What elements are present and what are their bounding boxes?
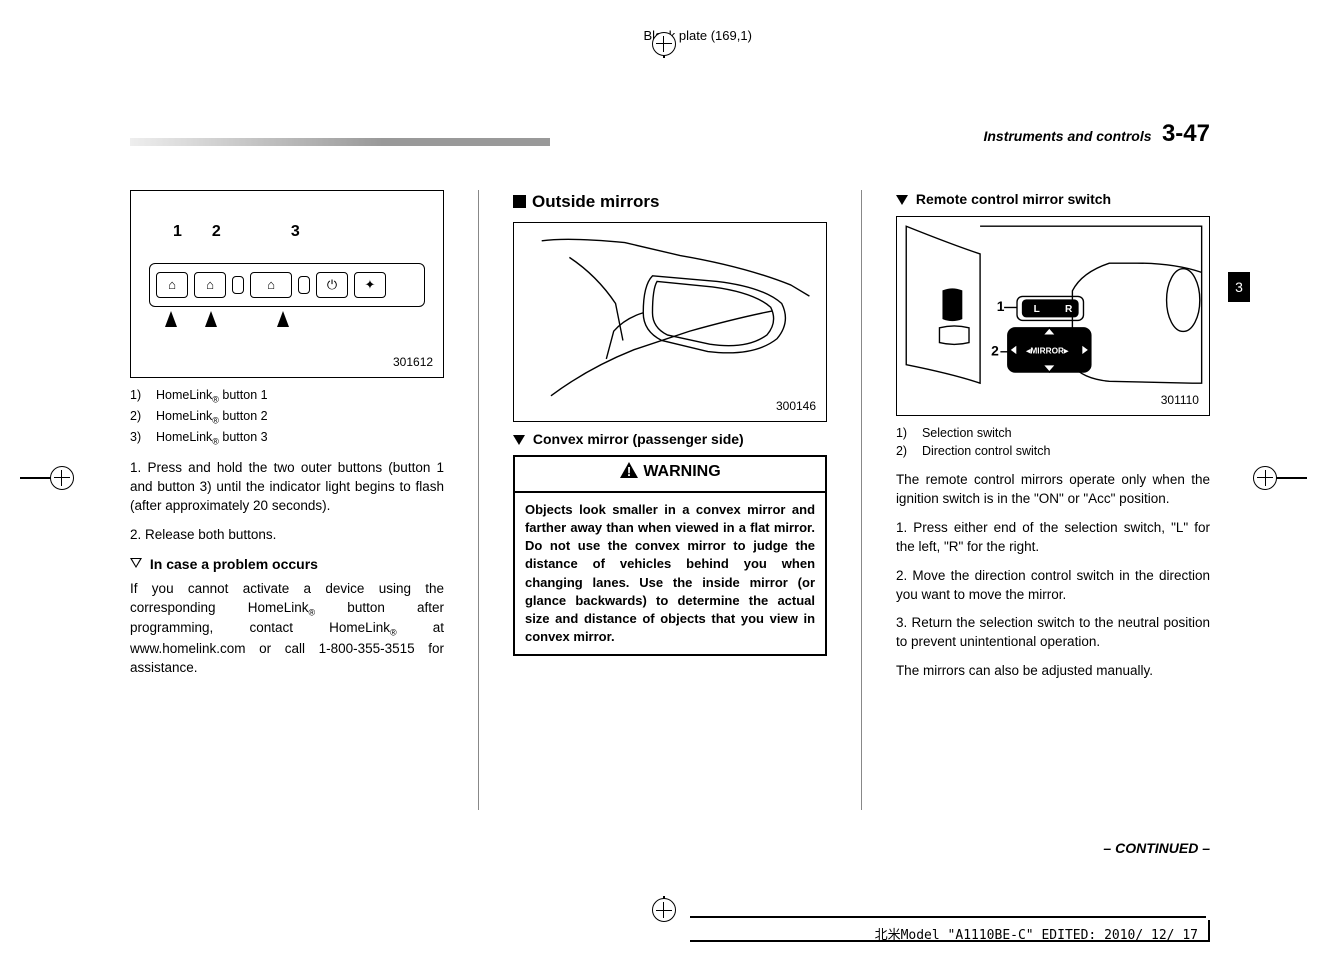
column-3: Remote control mirror switch [896,190,1210,810]
body-text: 1. Press either end of the selection swi… [896,519,1210,557]
arrow-icon [277,311,289,327]
legend-text: Selection switch [922,424,1012,443]
arrow-icon [165,311,177,327]
fig1-label-2: 2 [212,221,221,243]
figure-ref: 301110 [1161,392,1199,409]
subheading: In case a problem occurs [130,555,444,575]
warning-heading: ! WARNING [515,457,825,492]
subheading: Remote control mirror switch [896,190,1210,210]
subheading-text: In case a problem occurs [150,556,318,572]
figure-legend: 1)HomeLink® button 1 2)HomeLink® button … [130,386,444,449]
page-header: Instruments and controls 3-47 [983,120,1210,148]
svg-text:1: 1 [997,298,1005,314]
power-icon: ⏻ [316,272,348,298]
triangle-solid-icon [896,195,908,205]
led-icon [232,276,244,294]
switch-L-label: L [1034,304,1040,315]
switch-mirror-label: ◂MIRROR▸ [1025,345,1069,355]
column-divider [861,190,862,810]
homelink-btn1-icon: ⌂ [156,272,188,298]
header-gray-bar [130,138,550,146]
figure-homelink-buttons: 1 2 3 ⌂ ⌂ ⌂ ⏻ ✦ 301612 [130,190,444,378]
legend-text: HomeLink® button 2 [156,407,268,428]
legend-text: Direction control switch [922,442,1051,461]
chapter-tab: 3 [1228,272,1250,302]
warning-box: ! WARNING Objects look smaller in a conv… [513,455,827,656]
registration-mark-left [20,458,80,498]
body-text: 1. Press and hold the two outer buttons … [130,459,444,516]
registration-mark-top [644,0,684,60]
column-divider [478,190,479,810]
triangle-solid-icon [513,435,525,445]
legend-num: 2) [896,442,922,461]
continued-label: – CONTINUED – [1103,840,1210,856]
body-text: 3. Return the selection switch to the ne… [896,614,1210,652]
column-1: 1 2 3 ⌂ ⌂ ⌂ ⏻ ✦ 301612 [130,190,444,810]
fig1-label-1: 1 [173,221,182,243]
homelink-btn3-icon: ⌂ [250,272,292,298]
body-text: 2. Release both buttons. [130,526,444,545]
heading: Outside mirrors [513,190,827,214]
subheading-text: Remote control mirror switch [916,191,1111,207]
legend-num: 1) [130,386,156,407]
legend-text: HomeLink® button 3 [156,428,268,449]
warning-body: Objects look smaller in a convex mirror … [515,493,825,655]
map-light-icon: ✦ [354,272,386,298]
figure-legend: 1)Selection switch 2)Direction control s… [896,424,1210,462]
figure-ref: 301612 [393,354,433,371]
footer-rule [690,916,1206,918]
page-number: 3-47 [1162,120,1210,147]
legend-num: 2) [130,407,156,428]
figure-ref: 300146 [776,398,816,415]
registration-mark-bottom [644,894,684,954]
column-2: Outside mirrors 300146 Convex mirror (pa… [513,190,827,810]
legend-num: 1) [896,424,922,443]
svg-text:!: ! [627,464,631,479]
switch-R-label: R [1065,304,1073,315]
subheading: Convex mirror (passenger side) [513,430,827,450]
led-icon-2 [298,276,310,294]
body-text: If you cannot activate a device using th… [130,580,444,677]
fig1-label-3: 3 [291,221,300,243]
footer-text: 北米Model "A1110BE-C" EDITED: 2010/ 12/ 17 [875,924,1198,943]
warning-triangle-icon: ! [619,461,639,486]
triangle-outline-icon [130,560,142,570]
section-title: Instruments and controls [983,128,1151,144]
arrow-icon [205,311,217,327]
figure-outside-mirror: 300146 [513,222,827,422]
heading-text: Outside mirrors [532,192,660,211]
legend-text: HomeLink® button 1 [156,386,268,407]
figure-mirror-switch: L R ◂MIRROR▸ 1 2 301110 [896,216,1210,416]
warning-head-text: WARNING [643,463,720,480]
body-text: The mirrors can also be adjusted manuall… [896,662,1210,681]
subheading-text: Convex mirror (passenger side) [533,431,744,447]
square-bullet-icon [513,195,526,208]
legend-num: 3) [130,428,156,449]
homelink-btn2-icon: ⌂ [194,272,226,298]
body-text: 2. Move the direction control switch in … [896,567,1210,605]
body-text: The remote control mirrors operate only … [896,471,1210,509]
svg-text:2: 2 [991,342,999,358]
registration-mark-right [1247,458,1307,498]
